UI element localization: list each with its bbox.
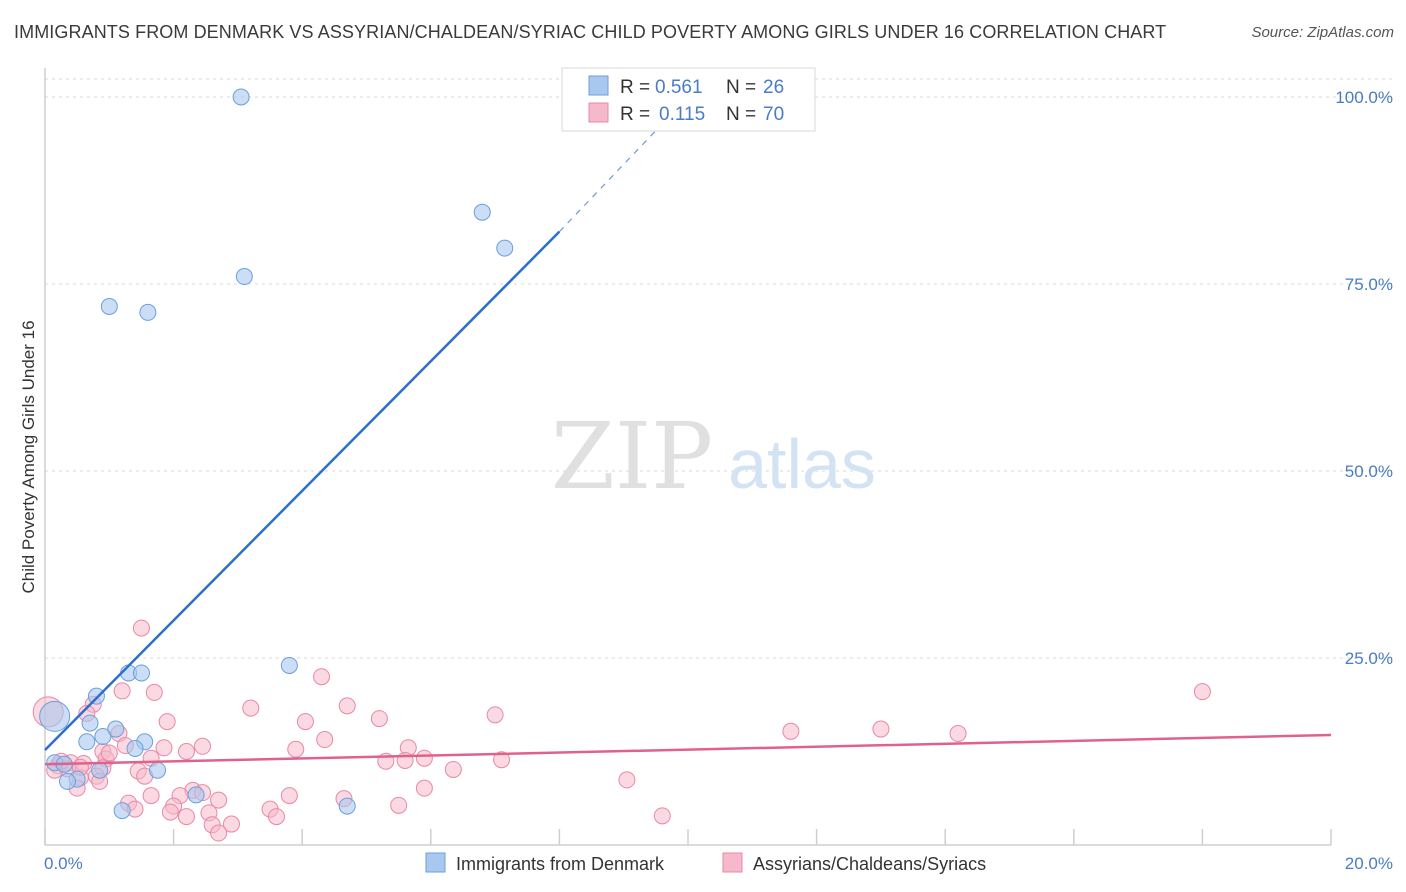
axes xyxy=(44,68,1332,846)
y-tick-labels: 25.0% 50.0% 75.0% 100.0% xyxy=(1335,88,1393,668)
pink-point-53 xyxy=(210,791,228,809)
y-tick-label-0: 25.0% xyxy=(1345,649,1393,668)
watermark: ZIP atlas xyxy=(551,403,876,510)
legend-series: Immigrants from Denmark Assyrians/Chalde… xyxy=(425,852,986,874)
blue-point-16 xyxy=(39,700,71,732)
legend-series-2-name: Assyrians/Chaldeans/Syriacs xyxy=(753,854,986,874)
pink-point-10 xyxy=(486,706,504,724)
pink-point-56 xyxy=(390,796,408,814)
pink-point-8 xyxy=(338,697,356,715)
pink-point-14 xyxy=(782,722,800,740)
pink-trend-line xyxy=(44,733,1332,766)
pink-point-21 xyxy=(177,743,195,760)
pink-point-20 xyxy=(155,739,173,757)
legend-bottom-blue-swatch xyxy=(425,852,446,873)
blue-point-23 xyxy=(187,786,205,804)
pink-point-59 xyxy=(161,803,179,821)
blue-point-10 xyxy=(81,714,99,732)
blue-trend-line xyxy=(44,230,561,751)
pink-point-12 xyxy=(158,713,176,731)
pink-point-7 xyxy=(242,699,260,717)
legend-blue-swatch xyxy=(588,75,609,96)
legend-r-label-1: R = xyxy=(620,77,650,98)
pink-point-16 xyxy=(949,725,967,743)
pink-point-61 xyxy=(267,808,285,826)
x-tick-label-0: 0.0% xyxy=(44,854,83,873)
pink-point-48 xyxy=(415,779,433,797)
pink-point-69 xyxy=(280,787,298,805)
blue-point-2 xyxy=(496,239,514,257)
legend-n-value-1: 26 xyxy=(763,77,784,98)
pink-point-11 xyxy=(370,710,388,728)
pink-point-4 xyxy=(113,682,131,700)
source-label: Source: ZipAtlas.com xyxy=(1251,24,1394,41)
pink-point-38 xyxy=(493,751,511,769)
pink-point-24 xyxy=(287,740,305,758)
legend-bottom-pink-swatch xyxy=(722,852,743,873)
series-blue-points xyxy=(39,88,514,820)
blue-point-13 xyxy=(78,733,96,751)
blue-point-0 xyxy=(232,88,250,106)
x-tick-label-1: 20.0% xyxy=(1345,854,1393,873)
pink-point-5 xyxy=(145,683,163,701)
y-tick-label-3: 100.0% xyxy=(1335,88,1393,107)
legend-n-label-1: N = xyxy=(726,77,756,98)
y-tick-label-1: 50.0% xyxy=(1345,462,1393,481)
pink-point-60 xyxy=(177,808,195,826)
blue-point-25 xyxy=(338,797,356,815)
pink-point-49 xyxy=(618,771,636,789)
blue-point-11 xyxy=(107,720,125,738)
pink-point-15 xyxy=(872,720,890,738)
blue-point-8 xyxy=(280,656,298,674)
pink-point-2 xyxy=(312,668,330,686)
blue-point-22 xyxy=(59,772,77,790)
x-tick-labels: 0.0% 20.0% xyxy=(44,854,1393,873)
trend-lines xyxy=(44,130,1332,766)
blue-point-19 xyxy=(91,761,109,779)
pink-point-3 xyxy=(1193,683,1211,701)
legend-stats: R = 0.561 N = 26 R = 0.115 N = 70 xyxy=(561,67,816,132)
pink-point-64 xyxy=(210,824,228,842)
pink-point-23 xyxy=(316,731,334,749)
grid xyxy=(45,78,1394,659)
series-pink-points xyxy=(32,619,1211,842)
pink-point-39 xyxy=(444,760,462,778)
blue-point-20 xyxy=(149,761,167,779)
legend-n-label-2: N = xyxy=(726,104,756,125)
legend-n-value-2: 70 xyxy=(763,104,784,125)
legend-r-value-1: 0.561 xyxy=(655,77,703,98)
blue-point-5 xyxy=(139,303,157,321)
blue-point-9 xyxy=(87,687,105,705)
chart-title: IMMIGRANTS FROM DENMARK VS ASSYRIAN/CHAL… xyxy=(14,22,1167,42)
pink-point-22 xyxy=(194,737,212,755)
pink-point-1 xyxy=(132,619,150,637)
blue-point-7 xyxy=(132,664,150,682)
pink-point-13 xyxy=(296,713,314,731)
watermark-atlas: atlas xyxy=(728,425,876,503)
legend-series-1-name: Immigrants from Denmark xyxy=(456,854,665,874)
legend-r-value-2: 0.115 xyxy=(659,104,705,125)
watermark-zip: ZIP xyxy=(551,403,713,510)
pink-point-63 xyxy=(222,815,240,833)
blue-trend-extension xyxy=(558,130,657,233)
y-tick-label-2: 75.0% xyxy=(1345,275,1393,294)
blue-point-24 xyxy=(113,802,131,820)
blue-point-12 xyxy=(94,728,112,746)
legend-r-label-2: R = xyxy=(620,104,650,125)
legend-pink-swatch xyxy=(588,102,609,123)
blue-point-1 xyxy=(473,203,491,221)
pink-point-37 xyxy=(415,749,433,767)
blue-point-4 xyxy=(100,297,118,315)
pink-point-65 xyxy=(653,807,671,825)
blue-point-3 xyxy=(235,268,253,286)
pink-point-45 xyxy=(142,787,160,805)
pink-point-68 xyxy=(100,744,118,762)
blue-point-15 xyxy=(126,740,144,758)
y-axis-label: Child Poverty Among Girls Under 16 xyxy=(19,320,38,593)
